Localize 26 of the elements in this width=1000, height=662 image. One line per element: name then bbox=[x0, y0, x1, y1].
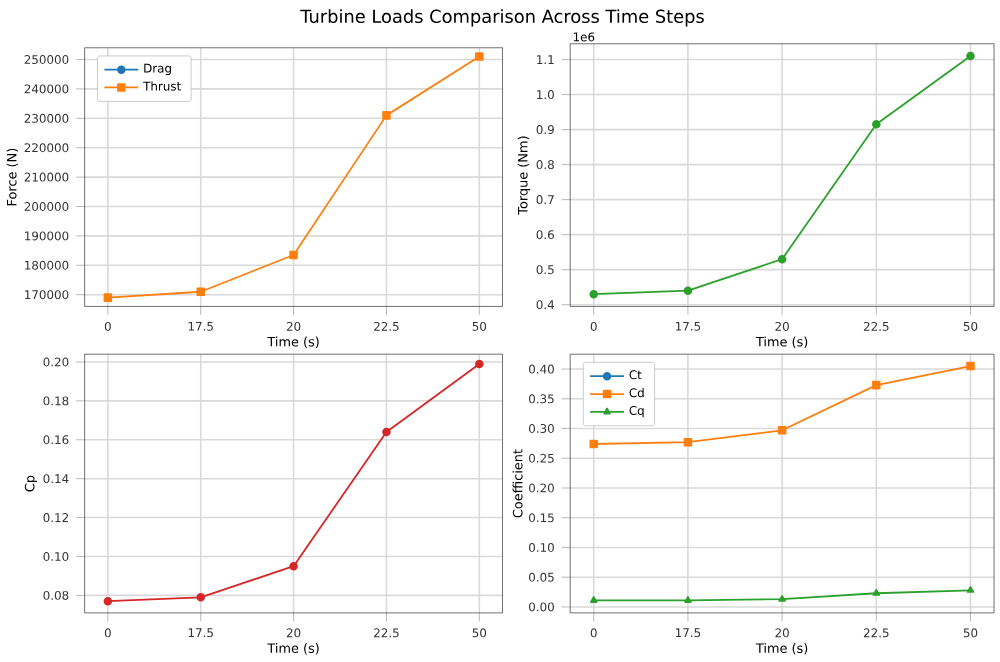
point bbox=[382, 111, 391, 121]
point bbox=[683, 438, 693, 447]
point bbox=[872, 120, 881, 130]
point bbox=[289, 562, 298, 571]
point bbox=[872, 589, 881, 597]
point bbox=[103, 597, 113, 606]
point bbox=[684, 596, 692, 604]
point bbox=[777, 426, 787, 436]
point bbox=[589, 596, 598, 604]
point bbox=[778, 595, 786, 603]
point bbox=[966, 362, 975, 371]
point bbox=[777, 255, 787, 264]
point bbox=[475, 360, 484, 369]
point bbox=[382, 428, 391, 437]
point bbox=[103, 293, 113, 303]
point bbox=[966, 52, 975, 61]
point bbox=[872, 381, 881, 390]
point bbox=[475, 52, 484, 62]
point bbox=[966, 586, 975, 594]
point bbox=[683, 286, 693, 296]
chart-title: Turbine Loads Comparison Across Time Steps bbox=[300, 9, 704, 27]
point bbox=[589, 440, 598, 449]
point bbox=[196, 287, 205, 297]
point bbox=[589, 290, 598, 299]
point bbox=[289, 251, 298, 260]
point bbox=[196, 593, 205, 603]
